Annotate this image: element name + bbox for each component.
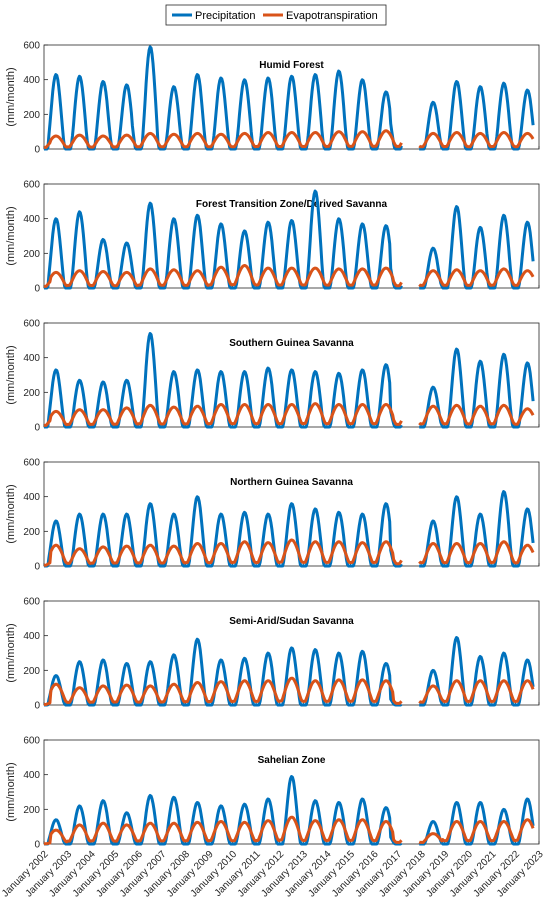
y-tick-label: 600 xyxy=(23,41,40,52)
precipitation-line xyxy=(43,189,535,290)
panel-3: 0 200 400 600 Southern Guinea Savanna (mm/mon… xyxy=(5,319,540,434)
y-tick-label: 200 xyxy=(23,249,40,260)
legend-evap-label: Evapotranspiration xyxy=(286,10,378,22)
evapotranspiration-line xyxy=(43,402,535,427)
plot-area xyxy=(43,600,540,706)
evapotranspiration-line xyxy=(43,538,535,567)
panel-6: 0 200 400 600 Sahelian Zone (mm/month) xyxy=(5,736,540,851)
precipitation-line xyxy=(43,636,535,707)
y-axis-label: (mm/month) xyxy=(5,206,17,265)
y-tick-label: 200 xyxy=(23,527,40,538)
y-tick-label: 400 xyxy=(23,214,40,225)
precipitation-line xyxy=(43,775,535,846)
y-axis-label: (mm/month) xyxy=(5,484,17,543)
plot-area xyxy=(43,322,540,428)
evapotranspiration-line xyxy=(43,815,535,846)
panel-5: 0 200 400 600 Semi-Arid/Sudan Savanna (mm/mon… xyxy=(5,597,540,712)
y-axis-label: (mm/month) xyxy=(5,345,17,404)
y-tick-label: 400 xyxy=(23,353,40,364)
precipitation-line xyxy=(43,45,535,151)
evapotranspiration-line xyxy=(43,676,535,706)
evapotranspiration-line xyxy=(43,129,535,149)
panel-title: Semi-Arid/Sudan Savanna xyxy=(229,616,354,627)
precipitation-line xyxy=(43,490,535,568)
y-axis-label: (mm/month) xyxy=(5,67,17,126)
y-tick-label: 600 xyxy=(23,458,40,469)
y-tick-label: 400 xyxy=(23,492,40,503)
panel-title: Sahelian Zone xyxy=(258,755,326,766)
panel-title: Southern Guinea Savanna xyxy=(229,338,354,349)
y-tick-label: 0 xyxy=(34,840,40,851)
y-tick-label: 600 xyxy=(23,597,40,608)
y-axis-label: (mm/month) xyxy=(5,623,17,682)
panel-4: 0 200 400 600 Northern Guinea Savanna (mm/mon… xyxy=(5,458,540,573)
panel-title: Humid Forest xyxy=(259,60,324,71)
precipitation-line xyxy=(43,332,535,429)
y-tick-label: 0 xyxy=(34,145,40,156)
y-tick-label: 600 xyxy=(23,319,40,330)
plot-area xyxy=(43,739,540,845)
y-tick-label: 600 xyxy=(23,736,40,747)
y-tick-label: 600 xyxy=(23,180,40,191)
panel-2: 0 200 400 600 Forest Transition Zone/Derived… xyxy=(5,180,540,295)
evapotranspiration-line xyxy=(43,264,535,288)
y-axis-label: (mm/month) xyxy=(5,762,17,821)
y-tick-label: 400 xyxy=(23,631,40,642)
y-tick-label: 0 xyxy=(34,562,40,573)
legend: Precipitation Evapotranspiration xyxy=(165,4,387,26)
panel-title: Forest Transition Zone/Derived Savanna xyxy=(196,199,388,210)
y-tick-label: 400 xyxy=(23,770,40,781)
y-tick-label: 200 xyxy=(23,805,40,816)
panel-title: Northern Guinea Savanna xyxy=(230,477,353,488)
panel-1: 0 200 400 600 Humid Forest (mm/month) xyxy=(5,41,540,156)
y-tick-label: 200 xyxy=(23,388,40,399)
y-tick-label: 400 xyxy=(23,75,40,86)
y-tick-label: 0 xyxy=(34,284,40,295)
y-tick-label: 0 xyxy=(34,423,40,434)
y-tick-label: 200 xyxy=(23,666,40,677)
legend-precip-label: Precipitation xyxy=(195,10,256,22)
y-tick-label: 0 xyxy=(34,701,40,712)
y-tick-label: 200 xyxy=(23,110,40,121)
